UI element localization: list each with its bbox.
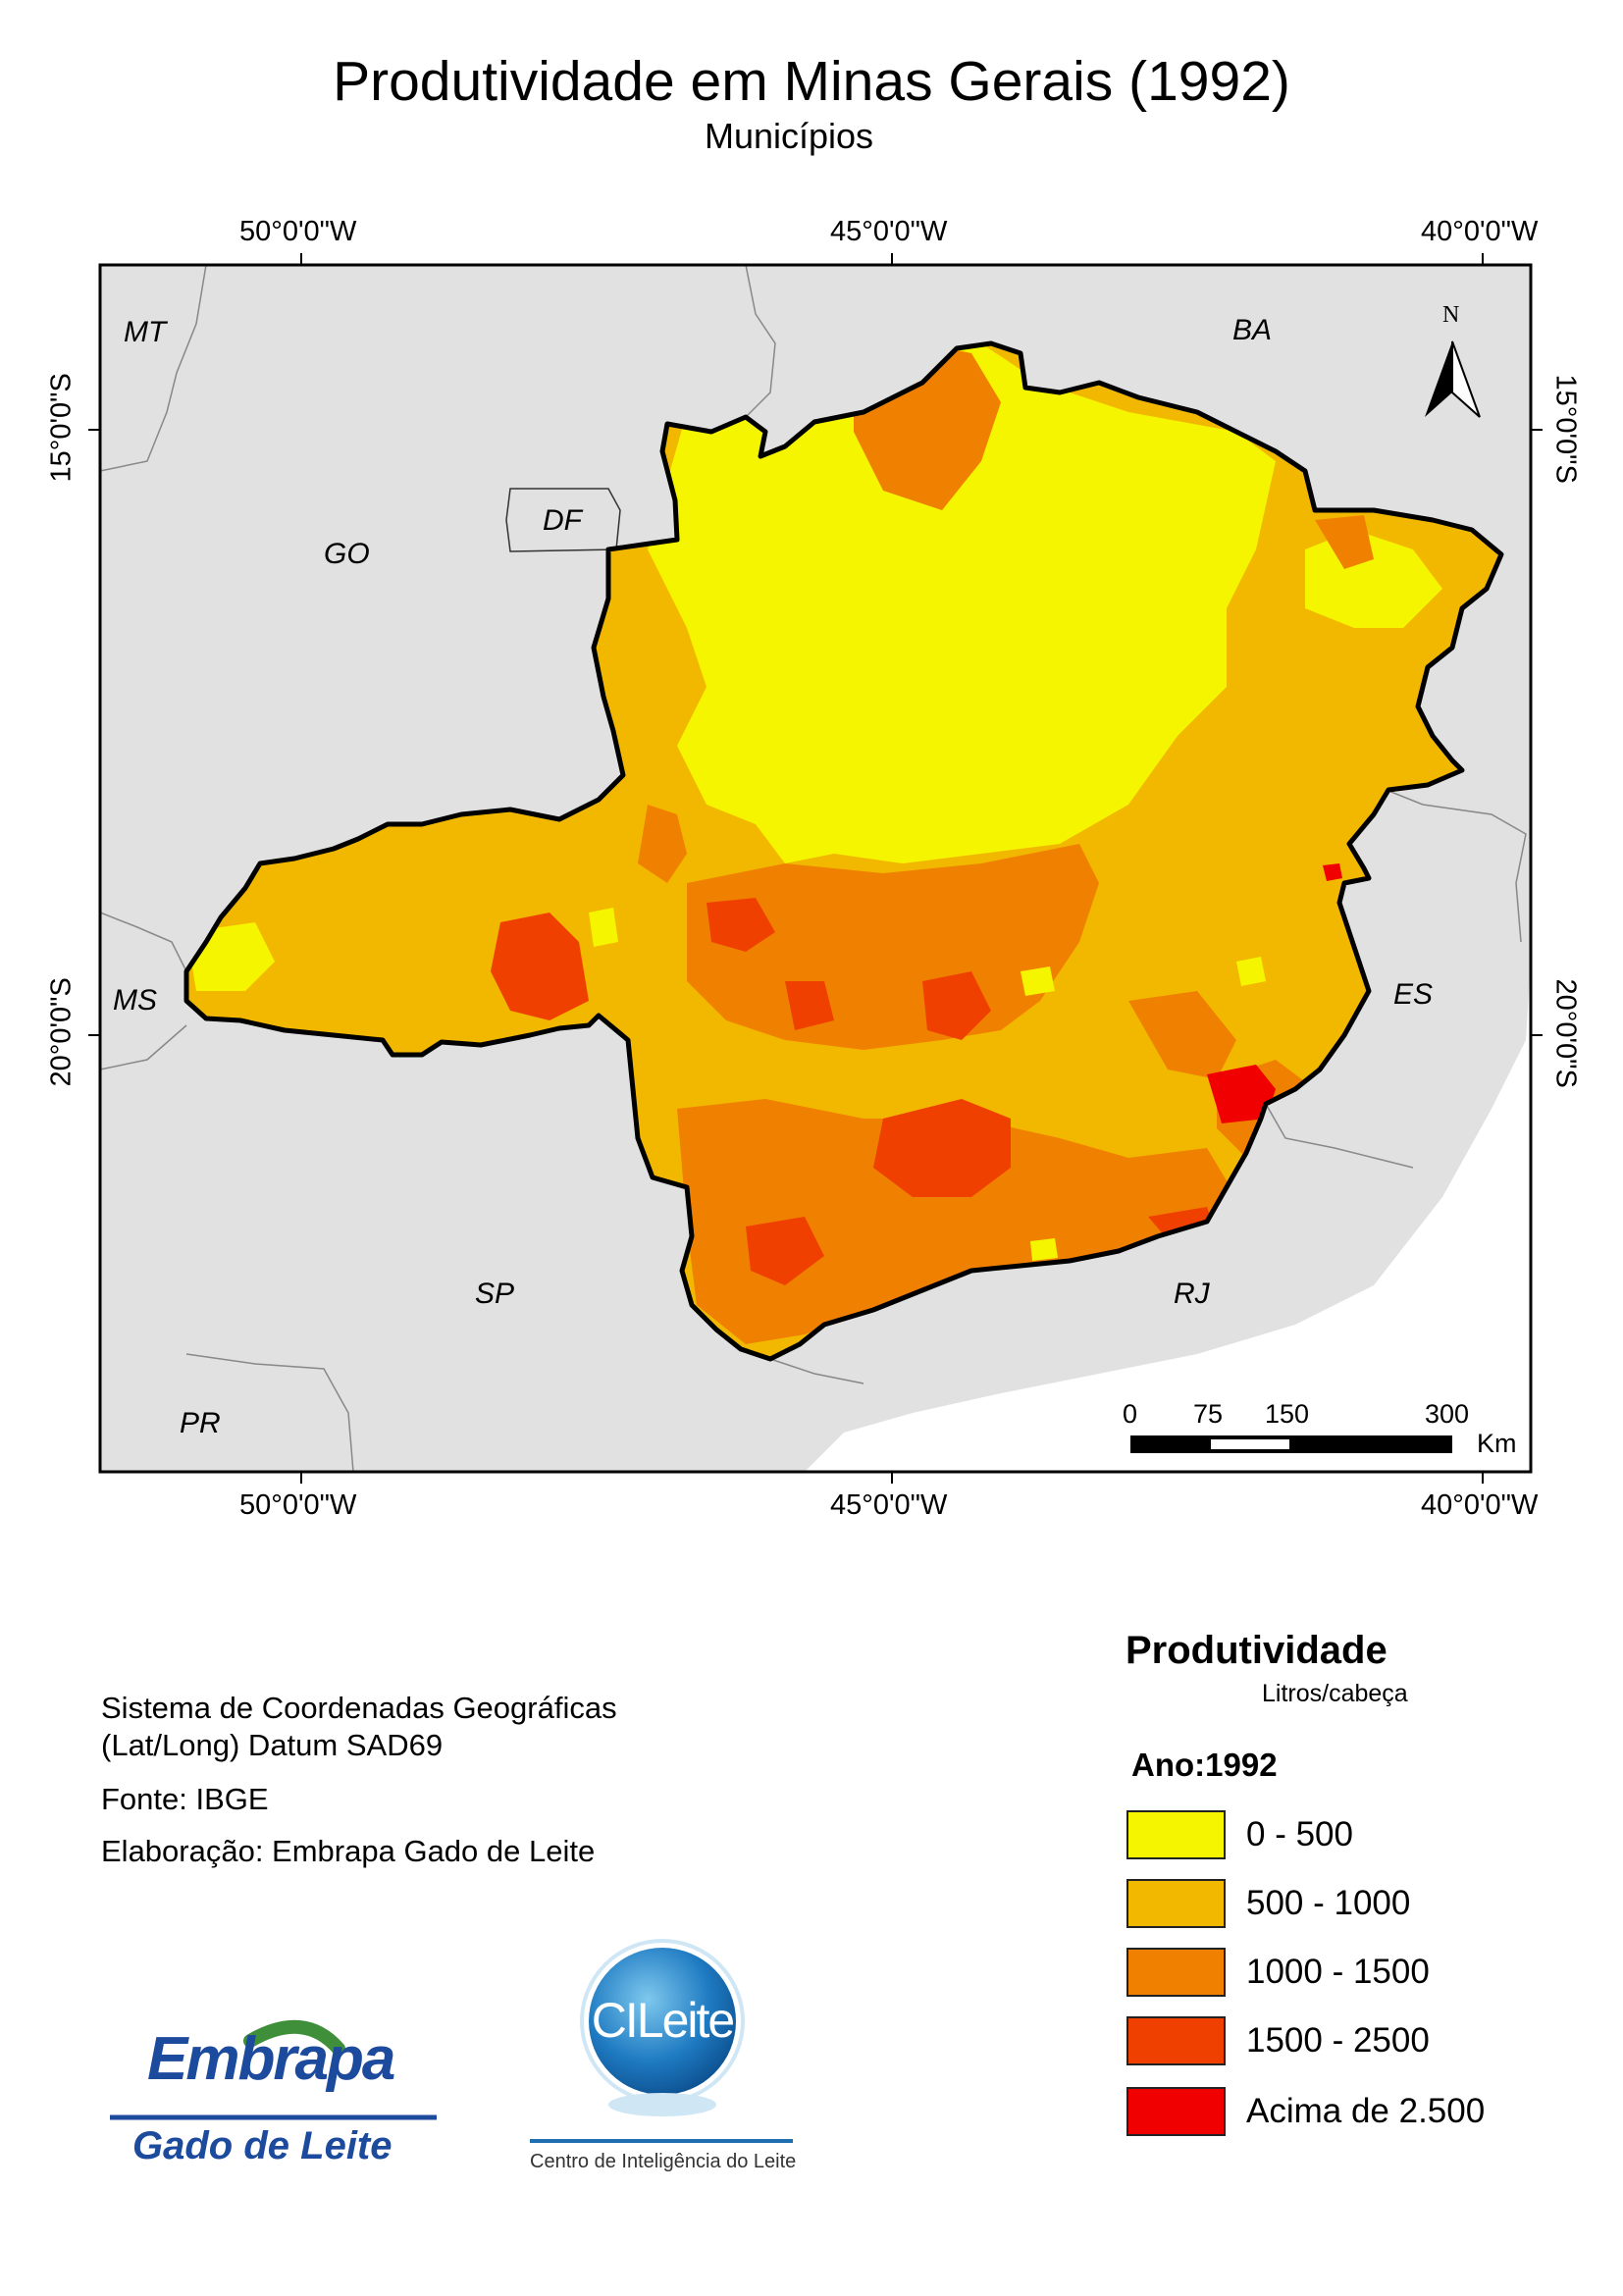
embrapa-logo-subtext: Gado de Leite: [132, 2124, 393, 2167]
cileite-logo: [580, 1939, 745, 2116]
source-text: Fonte: IBGE: [101, 1782, 269, 1816]
legend-year: Ano:1992: [1131, 1747, 1278, 1783]
scale-label-75: 75: [1193, 1399, 1224, 1429]
border-es-rj: [1265, 1103, 1414, 1169]
legend-label-500-1000: 500 - 1000: [1246, 1884, 1411, 1922]
state-label-go: GO: [324, 538, 370, 570]
border-ba-es: [1373, 784, 1527, 943]
scale-label-0: 0: [1123, 1399, 1138, 1429]
embrapa-logo-text: Embrapa: [147, 2025, 395, 2093]
legend-swatch-1000-1500: [1126, 1948, 1226, 1997]
legend-swatch-above-2500: [1126, 2087, 1226, 2136]
lon-label-bottom-50: 50°0'0"W: [239, 1489, 357, 1521]
north-arrow-icon: [1425, 340, 1481, 418]
legend-title: Produtividade: [1126, 1629, 1387, 1672]
north-arrow-label: N: [1442, 302, 1460, 328]
map-subtitle: Municípios: [704, 116, 874, 156]
cileite-divider: [530, 2139, 793, 2143]
cileite-caption: Centro de Inteligência do Leite: [530, 2151, 797, 2172]
lon-label-top-40: 40°0'0"W: [1421, 216, 1539, 247]
state-label-mt: MT: [124, 316, 167, 348]
border-sp-rj: [769, 1358, 864, 1384]
coordinate-system-line1: Sistema de Coordenadas Geográficas: [101, 1691, 617, 1725]
lon-label-bottom-45: 45°0'0"W: [830, 1489, 948, 1521]
scale-unit: Km: [1477, 1429, 1517, 1458]
state-label-sp: SP: [475, 1278, 515, 1310]
coordinate-system-line2: (Lat/Long) Datum SAD69: [101, 1728, 444, 1762]
legend-unit: Litros/cabeça: [1262, 1680, 1408, 1707]
lon-label-top-45: 45°0'0"W: [830, 216, 948, 247]
state-label-ba: BA: [1232, 314, 1273, 346]
credit-text: Elaboração: Embrapa Gado de Leite: [101, 1834, 596, 1868]
legend-label-above-2500: Acima de 2.500: [1246, 2092, 1486, 2130]
embrapa-logo: [108, 2019, 456, 2186]
border-ms-go: [100, 912, 187, 972]
state-label-es: ES: [1393, 978, 1434, 1011]
lon-label-top-50: 50°0'0"W: [239, 216, 357, 247]
ocean: [805, 962, 1531, 1472]
border-mt-go: [100, 265, 207, 472]
border-go-ba: [745, 265, 776, 418]
legend-swatch-0-500: [1126, 1810, 1226, 1859]
legend-label-0-500: 0 - 500: [1246, 1815, 1353, 1853]
map-title: Produtividade em Minas Gerais (1992): [333, 50, 1290, 113]
state-label-df: DF: [543, 504, 582, 537]
border-sp-pr: [185, 1353, 354, 1472]
map-frame: [88, 253, 1543, 1484]
scale-label-300: 300: [1425, 1399, 1470, 1429]
legend-swatch-1500-2500: [1126, 2016, 1226, 2065]
legend-label-1500-2500: 1500 - 2500: [1246, 2021, 1430, 2060]
lon-label-bottom-40: 40°0'0"W: [1421, 1489, 1539, 1521]
legend-label-1000-1500: 1000 - 1500: [1246, 1953, 1430, 1991]
minas-gerais-outline: [183, 340, 1504, 1362]
state-label-pr: PR: [180, 1407, 221, 1439]
border-ms-sp: [100, 1024, 187, 1070]
map-border: [98, 263, 1533, 1474]
scale-label-150: 150: [1265, 1399, 1310, 1429]
legend-swatch-500-1000: [1126, 1879, 1226, 1928]
state-label-rj: RJ: [1174, 1278, 1210, 1310]
cileite-logo-text: CILeite: [591, 1993, 735, 2048]
state-label-ms: MS: [113, 984, 157, 1017]
scale-bar: [1130, 1435, 1452, 1453]
